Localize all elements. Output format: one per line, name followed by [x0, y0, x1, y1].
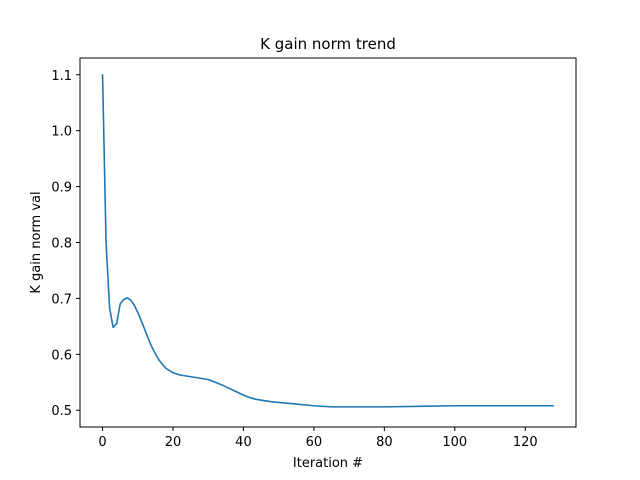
y-tick-label: 0.9: [51, 181, 72, 196]
y-tick-label: 0.6: [51, 348, 72, 363]
x-tick-label: 60: [306, 435, 323, 450]
plot-frame: [79, 57, 577, 428]
y-tick-label: 0.8: [51, 237, 72, 252]
x-tick-label: 100: [442, 435, 467, 450]
series-layer: [101, 73, 555, 408]
chart-title: K gain norm trend: [260, 35, 396, 53]
y-tick-label: 0.7: [51, 292, 72, 307]
plot-area: [80, 58, 576, 427]
x-tick-label: 40: [235, 435, 252, 450]
series-line: [101, 73, 555, 408]
x-tick-label: 0: [98, 435, 106, 450]
ticks-layer: 0 20 40 60 80 100 120 0.5 0.6 0.7 0.8 0.9 1.0 1.1: [51, 69, 537, 450]
y-tick-label: 1.1: [51, 69, 72, 84]
x-tick-label: 80: [376, 435, 393, 450]
y-tick-label: 1.0: [51, 125, 72, 140]
x-tick-label: 120: [513, 435, 538, 450]
x-axis-label: Iteration #: [293, 456, 363, 471]
x-tick-label: 20: [165, 435, 182, 450]
y-tick-label: 0.5: [51, 404, 72, 419]
y-axis-label: K gain norm val: [29, 191, 44, 293]
